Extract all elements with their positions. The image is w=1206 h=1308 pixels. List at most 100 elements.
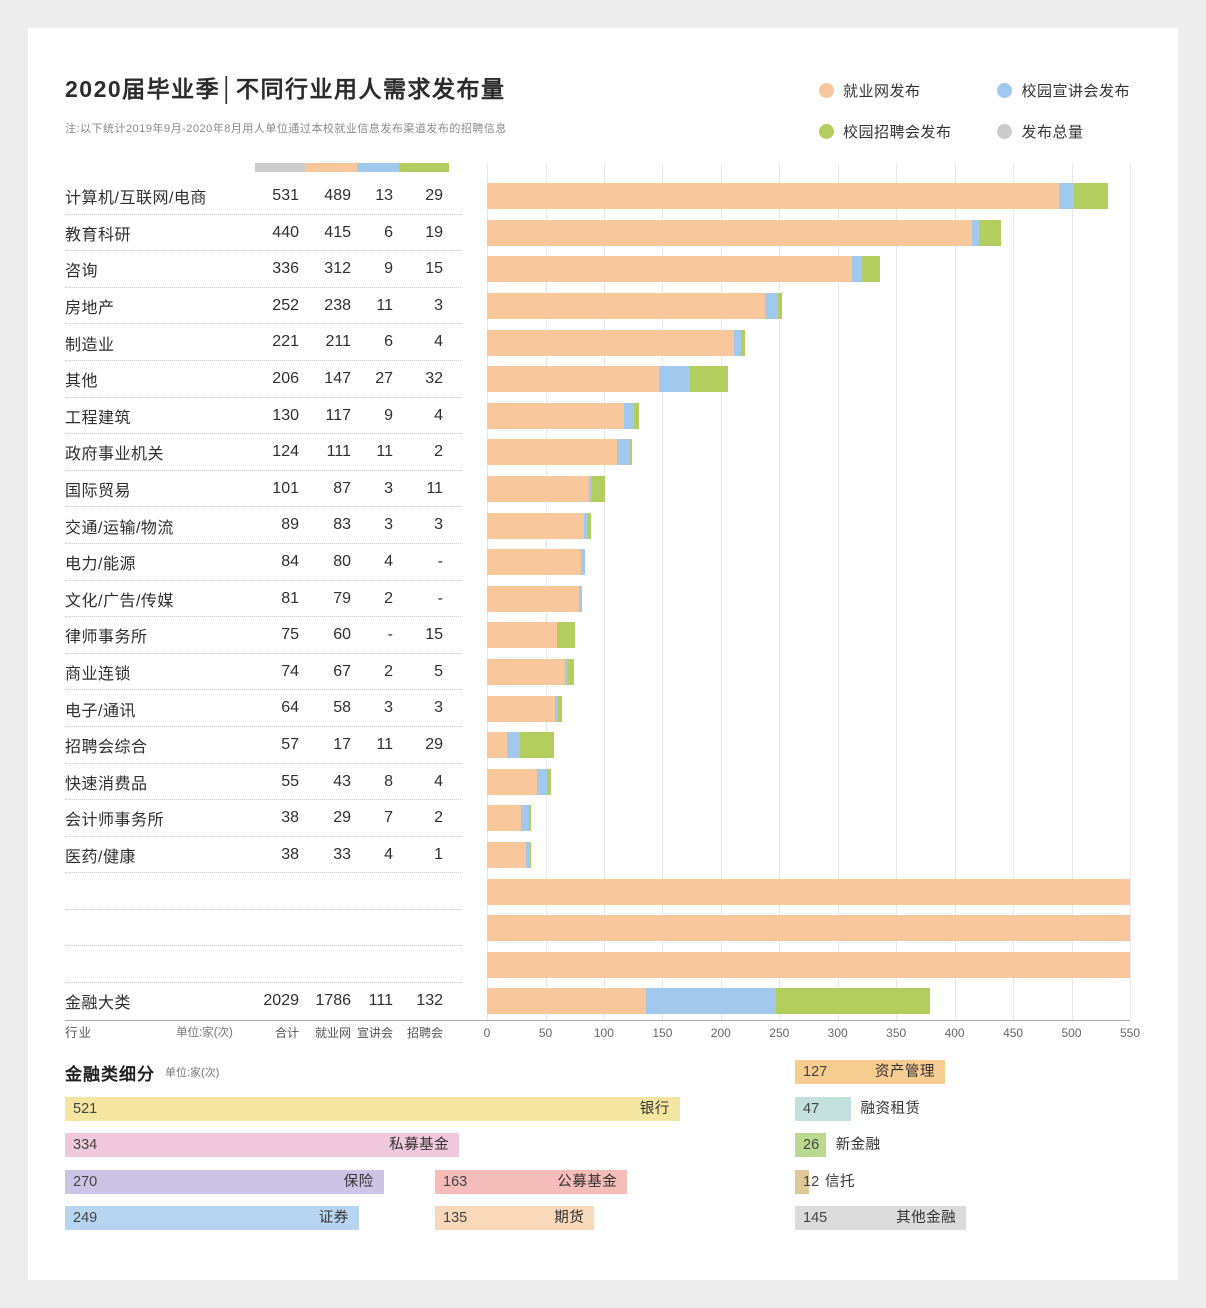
row-bar [487, 512, 592, 539]
axis-tick: 250 [769, 1026, 790, 1040]
row-label: 文化/广告/传媒 [65, 592, 174, 610]
chart-row: 房地产 252 238 11 3 [65, 288, 1130, 325]
chart-row: 金融大类 2029 1786 111 132 [65, 983, 1130, 1020]
bar-segment-fair [592, 476, 606, 503]
row-value-total: 440 [272, 223, 299, 241]
column-strip-info [357, 163, 399, 172]
row-divider [65, 652, 461, 654]
chart-row: 工程建筑 130 117 9 4 [65, 398, 1130, 435]
row-value-web: 238 [324, 296, 351, 314]
axis-tick: 300 [827, 1026, 848, 1040]
row-bar [487, 549, 586, 576]
row-value-web: 147 [324, 369, 351, 387]
row-divider [65, 689, 461, 691]
bar-segment-fair [690, 366, 728, 393]
row-value-total: 130 [272, 406, 299, 424]
info-legend-dot [997, 83, 1013, 98]
bar-segment-web [487, 841, 526, 868]
chart-row: 其他 206 147 27 32 [65, 361, 1130, 398]
row-value-web: 33 [333, 845, 351, 863]
bar-segment-web [487, 512, 585, 539]
row-divider [65, 616, 461, 618]
subdivision-label: 信托 [825, 1173, 855, 1190]
subdivision-label: 资产管理 [874, 1064, 935, 1080]
row-value-info: 8 [384, 772, 393, 790]
bar-segment-info [520, 805, 530, 832]
row-divider [65, 799, 461, 801]
subdivision-bar: 145 其他金融 [795, 1206, 967, 1231]
subdivision-bar: 127 资产管理 [795, 1060, 945, 1084]
row-value-fair: - [437, 552, 443, 570]
row-value-web: 83 [333, 516, 351, 534]
bar-segment-info [525, 841, 531, 868]
bar-segment-fair [629, 439, 632, 466]
row-bar [487, 841, 532, 868]
bar-segment-web [487, 732, 507, 759]
subdivision-value: 249 [73, 1210, 98, 1227]
row-value-web: 17 [333, 735, 351, 753]
row-label: 电子/通讯 [65, 702, 136, 720]
column-strip-total [255, 163, 305, 172]
bar-segment-web [487, 622, 558, 649]
industry-bar-chart: 计算机/互联网/电商 531 489 13 29 教育科研 440 415 6 19 咨询 336 31… [65, 178, 1130, 1021]
row-bar [487, 805, 532, 832]
footer-column-fair: 招聘会 [406, 1026, 443, 1040]
row-divider [65, 908, 461, 910]
chart-row [65, 873, 1130, 910]
subdivision-value: 26 [803, 1137, 820, 1154]
subdivision-label: 私募基金 [389, 1137, 450, 1154]
bar-segment-info [584, 512, 588, 539]
chart-row: 电力/能源 84 80 4 - [65, 544, 1130, 581]
bar-segment-info [851, 256, 863, 283]
axis-tick: 400 [944, 1026, 965, 1040]
bar-segment-info [565, 659, 568, 686]
axis-tick: 150 [652, 1026, 673, 1040]
column-strip-web [305, 163, 357, 172]
row-value-info [357, 873, 399, 910]
fair-legend-dot [818, 124, 834, 139]
row-value-fair: 1 [434, 845, 443, 863]
row-bar [487, 951, 1130, 978]
bar-segment-fair [634, 402, 639, 429]
row-value-total: 64 [281, 699, 299, 717]
row-label: 教育科研 [65, 226, 132, 244]
row-label: 会计师事务所 [65, 812, 165, 830]
row-value-total: 57 [281, 735, 299, 753]
footer-column-info: 宣讲会 [357, 1026, 394, 1040]
row-value-info: 2 [384, 662, 393, 680]
legend-label: 就业网发布 [842, 83, 921, 100]
bar-segment-info [972, 219, 980, 246]
row-bar [487, 366, 728, 393]
row-divider [65, 725, 461, 727]
row-value-fair: 3 [434, 699, 443, 717]
bar-segment-web [487, 988, 646, 1015]
subdivision-bar: 47 融资租赁 [795, 1096, 920, 1121]
bar-segment-info [506, 732, 520, 759]
subdivision-value: 270 [73, 1173, 98, 1190]
footer-column-web: 就业网 [314, 1026, 351, 1040]
subdivision-value: 334 [73, 1137, 98, 1154]
subdivision-value: 521 [73, 1100, 98, 1117]
footer-unit-label: 单位:家(次) [176, 1027, 233, 1039]
chart-row: 政府事业机关 124 111 11 2 [65, 434, 1130, 471]
bar-segment-web [487, 183, 1059, 210]
axis-tick: 0 [483, 1026, 491, 1040]
row-value-fair: 4 [434, 772, 443, 790]
chart-row: 咨询 336 312 9 15 [65, 251, 1130, 288]
row-value-total: 75 [281, 626, 299, 644]
subdivision-bar: 521 银行 [65, 1096, 680, 1121]
bar-segment-info [588, 476, 593, 503]
bar-segment-fair [862, 256, 880, 283]
row-value-fair: 29 [425, 735, 443, 753]
row-value-fair [399, 873, 449, 910]
row-value-info: 9 [384, 260, 393, 278]
row-divider [65, 762, 461, 764]
row-label: 计算机/互联网/电商 [65, 190, 207, 208]
row-value-web: 60 [333, 626, 351, 644]
row-bar [487, 329, 746, 356]
row-value-fair [399, 946, 449, 983]
chart-row: 招聘会综合 57 17 11 29 [65, 727, 1130, 764]
axis-tick: 50 [538, 1026, 553, 1040]
subdivision-label: 其他金融 [896, 1210, 957, 1227]
row-label: 医药/健康 [65, 848, 136, 866]
